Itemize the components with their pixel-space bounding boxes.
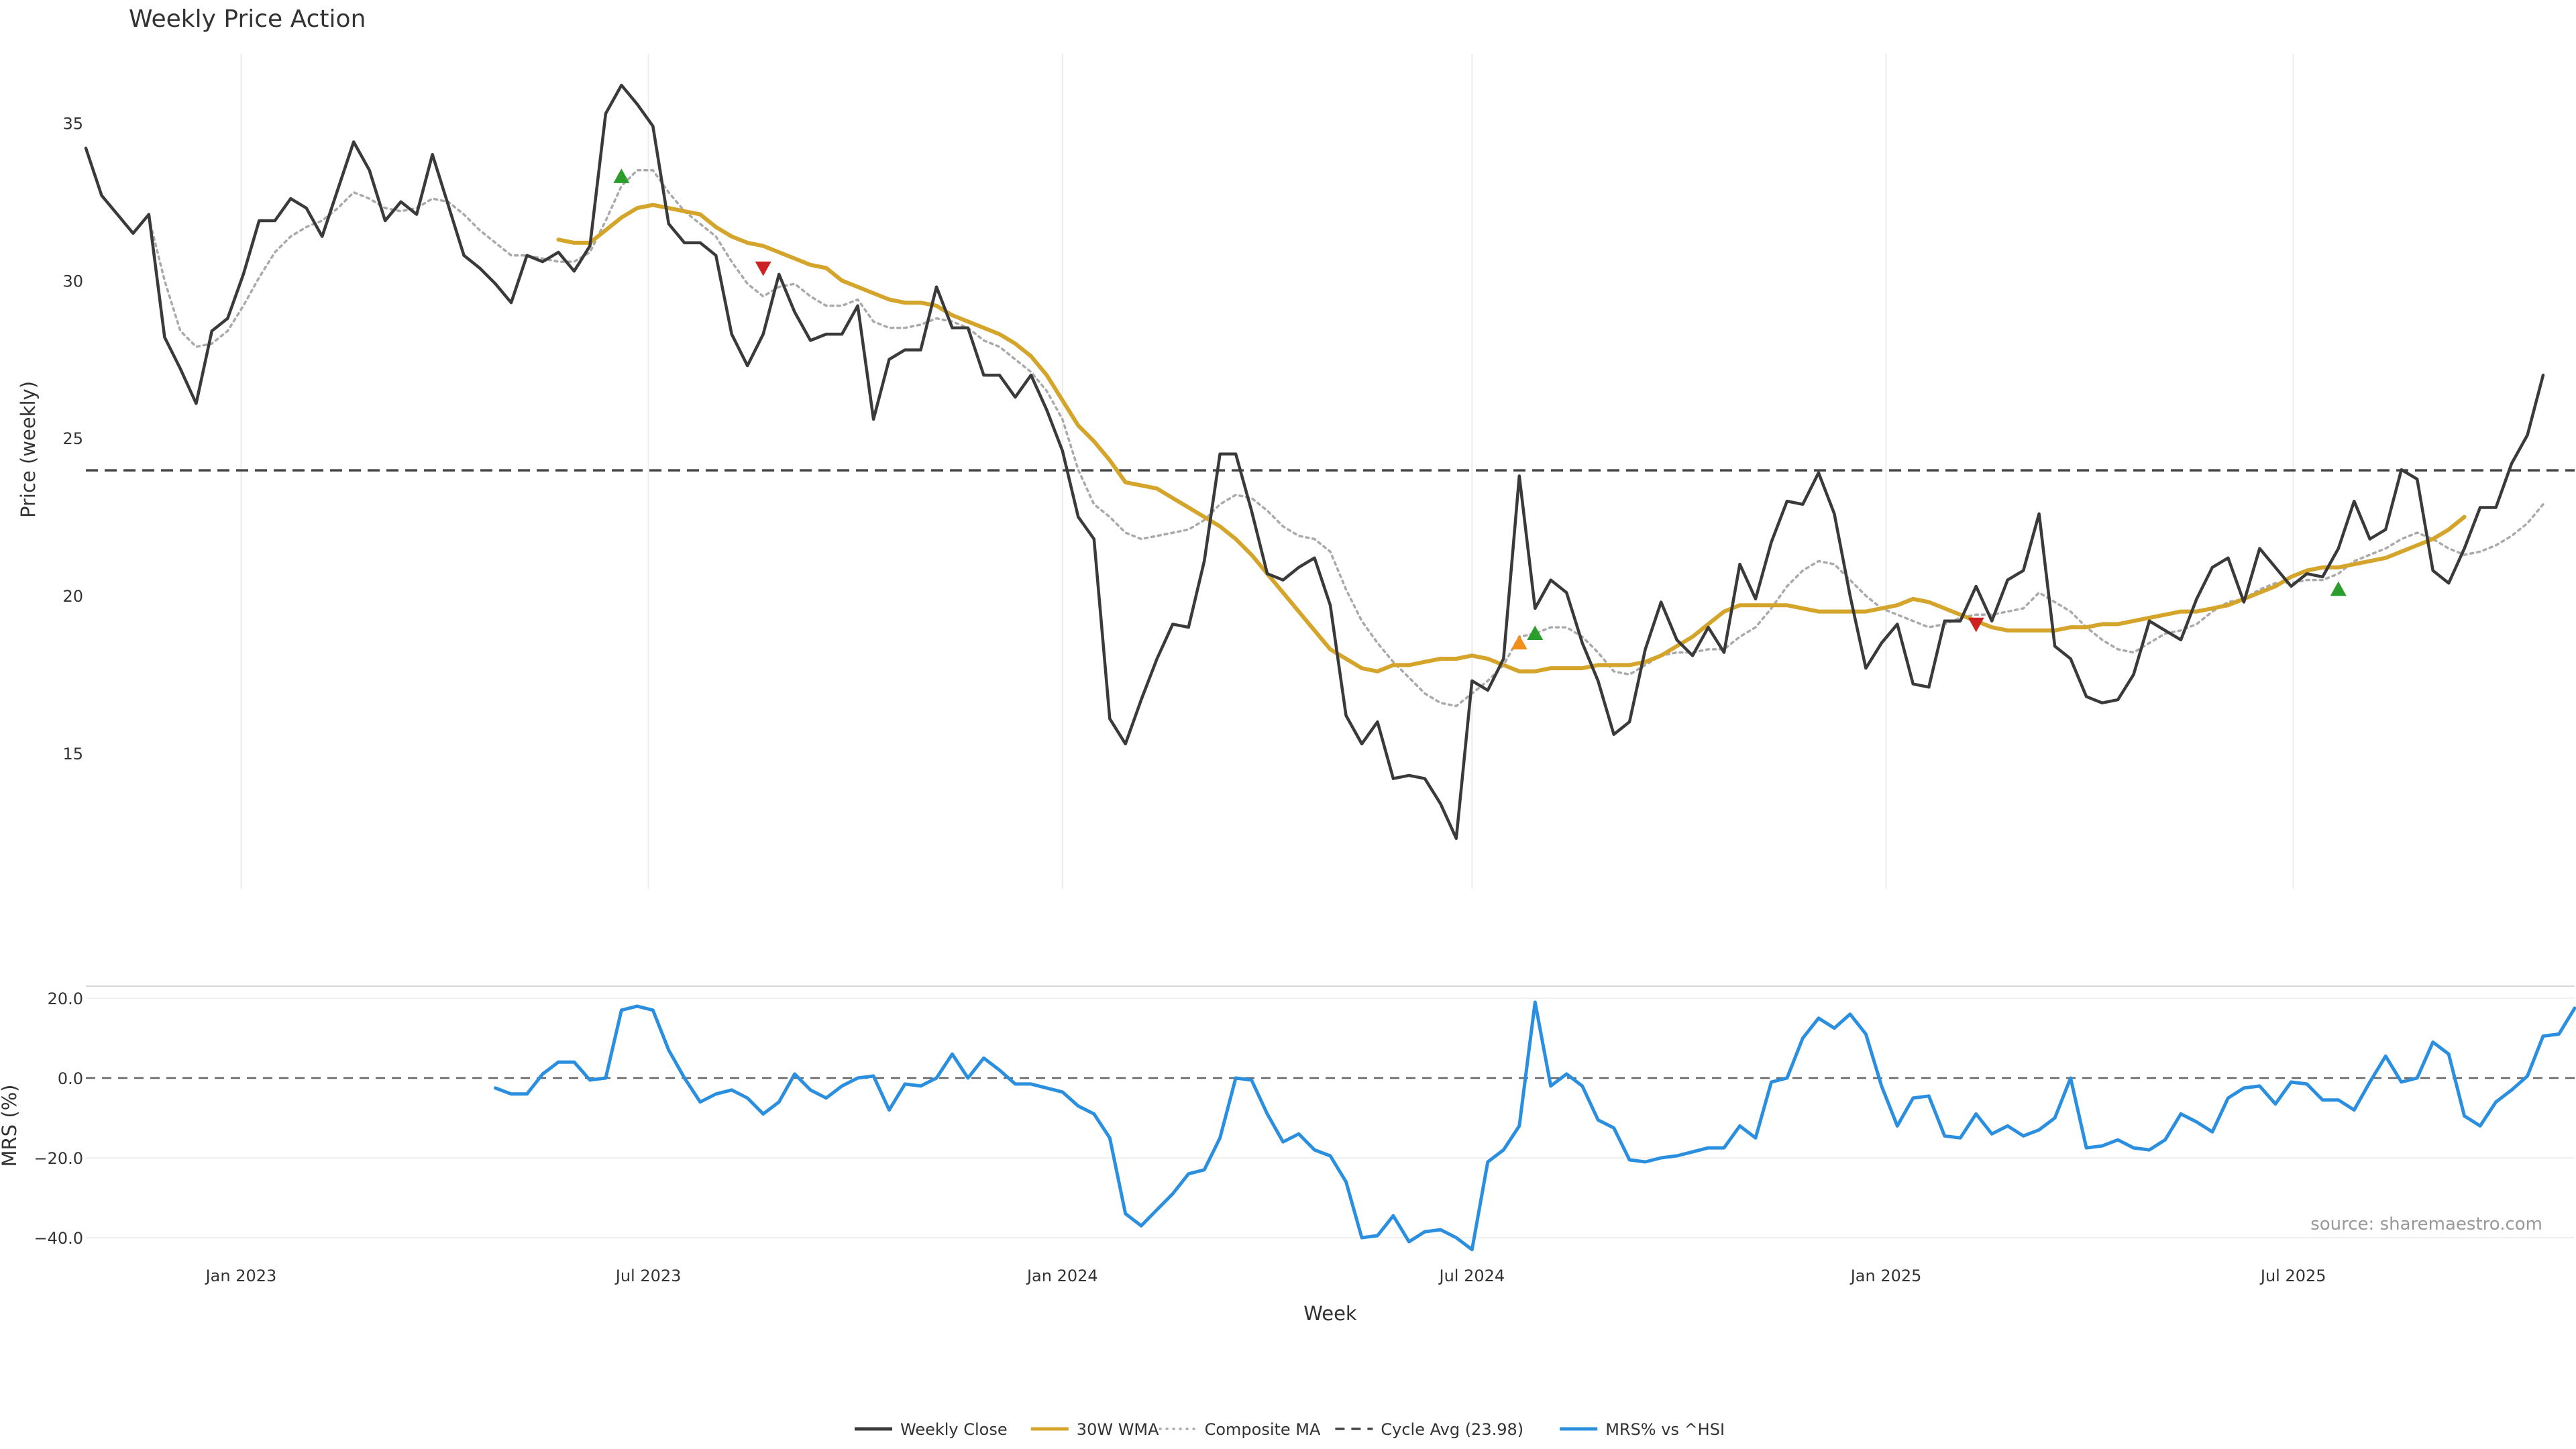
signal-marker-up [2330, 581, 2347, 596]
legend: Weekly Close 30W WMA Composite MA Cycle Avg… [855, 1420, 1725, 1439]
x-tick-label: Jul 2023 [614, 1267, 682, 1285]
x-tick-label: Jan 2024 [1026, 1267, 1098, 1285]
mrs-y-tick-label: 0.0 [58, 1069, 83, 1088]
mrs-y-tick-label: 20.0 [48, 989, 83, 1008]
signal-marker-down [1968, 617, 1984, 633]
signal-marker-up [1527, 625, 1544, 641]
source-annotation: source: sharemaestro.com [2310, 1214, 2542, 1234]
price-y-tick-label: 35 [62, 114, 83, 133]
legend-item: Cycle Avg (23.98) [1335, 1420, 1523, 1439]
price-y-tick-label: 20 [62, 587, 83, 606]
legend-label: Weekly Close [900, 1420, 1008, 1439]
price-panel: 15 20 25 30 35 [62, 54, 2575, 889]
legend-label: MRS% vs ^HSI [1605, 1420, 1725, 1439]
x-axis-title: Week [1303, 1302, 1357, 1325]
x-tick-label: Jul 2024 [1438, 1267, 1505, 1285]
price-y-tick-label: 15 [62, 745, 83, 763]
x-tick-label: Jan 2025 [1849, 1267, 1922, 1285]
legend-item: MRS% vs ^HSI [1560, 1420, 1725, 1439]
legend-item: Weekly Close [855, 1420, 1008, 1439]
x-tick-label: Jul 2025 [2259, 1267, 2326, 1285]
mrs-y-tick-label: −20.0 [34, 1149, 83, 1168]
series-line-30w-wma [556, 203, 2467, 674]
chart-title: Weekly Price Action [129, 5, 366, 33]
legend-item: 30W WMA [1030, 1420, 1159, 1439]
legend-label: 30W WMA [1077, 1420, 1159, 1439]
series-line-mrs [494, 1000, 2576, 1252]
legend-label: Composite MA [1205, 1420, 1321, 1439]
price-y-tick-label: 25 [62, 429, 83, 448]
mrs-y-tick-label: −40.0 [34, 1229, 83, 1248]
mrs-y-axis-title: MRS (%) [0, 1085, 21, 1167]
price-y-tick-label: 30 [62, 272, 83, 290]
series-line-weekly-close [84, 83, 2545, 841]
x-tick-label: Jan 2023 [205, 1267, 277, 1285]
signal-marker-down [755, 261, 771, 276]
legend-item: Composite MA [1159, 1420, 1321, 1439]
mrs-panel: 20.0 0.0 −20.0 −40.0 Jan 2023 Jul 2023 Jan 202… [34, 985, 2576, 1285]
signal-marker-up [613, 168, 630, 183]
legend-label: Cycle Avg (23.98) [1381, 1420, 1523, 1439]
series-line-composite-ma [148, 169, 2544, 708]
signal-marker-up [1511, 635, 1527, 650]
price-y-axis-title: Price (weekly) [17, 381, 40, 518]
